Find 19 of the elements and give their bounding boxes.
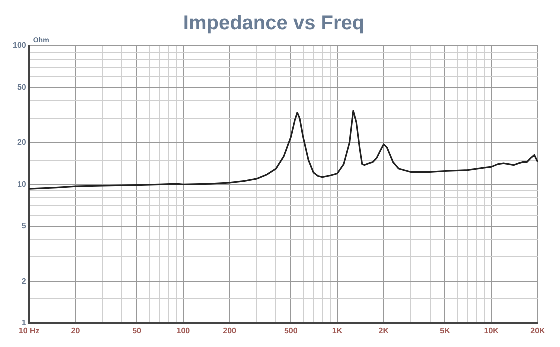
x-tick-label: 50 — [132, 326, 142, 336]
y-tick-label: 20 — [17, 138, 27, 148]
x-tick-label: 10 Hz — [18, 326, 40, 336]
x-tick-label: 10K — [484, 326, 500, 336]
y-tick-label: 100 — [12, 41, 27, 50]
y-tick-label: 50 — [17, 82, 27, 92]
chart-title: Impedance vs Freq — [183, 12, 365, 35]
x-tick-label: 2K — [378, 326, 390, 336]
x-tick-label: 20K — [530, 326, 546, 336]
x-tick-label: 500 — [284, 326, 298, 336]
y-tick-label: 1 — [22, 318, 27, 328]
y-tick-label: 5 — [22, 222, 27, 231]
x-tick-label: 1K — [332, 326, 343, 336]
x-tick-label: 200 — [223, 326, 238, 336]
x-tick-label: 5K — [440, 326, 451, 336]
x-tick-label: 100 — [176, 326, 191, 336]
x-tick-label: 20 — [71, 326, 81, 336]
y-tick-label: 10 — [17, 180, 27, 189]
y-tick-label: 2 — [22, 276, 27, 286]
